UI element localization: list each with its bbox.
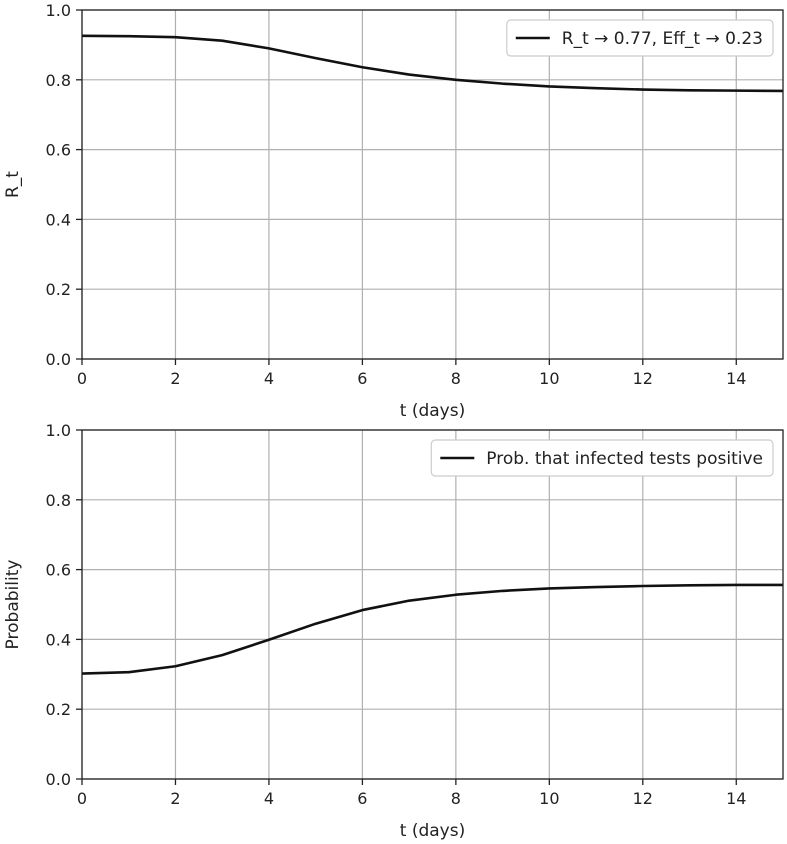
- x-tick-label: 6: [357, 789, 367, 808]
- y-tick-label: 0.6: [46, 141, 71, 160]
- x-tick-label: 4: [264, 369, 274, 388]
- x-tick-label: 12: [633, 789, 653, 808]
- plot-frame: [81, 429, 784, 780]
- x-tick-label: 10: [539, 369, 559, 388]
- x-tick-label: 8: [451, 789, 461, 808]
- x-tick-label: 2: [170, 789, 180, 808]
- x-tick-label: 14: [726, 369, 746, 388]
- x-tick-label: 2: [170, 369, 180, 388]
- x-tick-label: 0: [77, 369, 87, 388]
- y-tick-label: 0.8: [46, 491, 71, 510]
- x-tick-label: 12: [633, 369, 653, 388]
- x-tick-label: 8: [451, 369, 461, 388]
- y-tick-label: 0.4: [46, 630, 71, 649]
- x-tick-label: 10: [539, 789, 559, 808]
- y-axis-label: Probability: [3, 560, 23, 650]
- legend-label: Prob. that infected tests positive: [486, 449, 763, 469]
- x-tick-label: 6: [357, 369, 367, 388]
- legend: Prob. that infected tests positive: [430, 439, 774, 477]
- y-tick-label: 0.0: [46, 350, 71, 369]
- x-tick-label: 14: [726, 789, 746, 808]
- y-axis-label: R_t: [3, 171, 23, 198]
- chart-panel-1: 0 2 4 6 8 10 12 14 0.0 0.2 0.4 0.6 0.8 1.0 t (days) R_t…: [3, 1, 784, 421]
- y-tick-label: 0.8: [46, 71, 71, 90]
- chart-panel-2: 0 2 4 6 8 10 12 14 0.0 0.2 0.4 0.6 0.8 1.0 t (days) Pro…: [3, 421, 784, 841]
- series-line: [81, 34, 784, 93]
- y-tick-label: 0.2: [46, 280, 71, 299]
- plot-frame: [81, 9, 784, 360]
- x-axis-label: t (days): [400, 401, 465, 421]
- legend-box: [506, 19, 774, 57]
- y-tick-label: 0.6: [46, 561, 71, 580]
- series-line: [81, 583, 783, 675]
- legend-box: [430, 439, 774, 477]
- legend-label: R_t → 0.77, Eff_t → 0.23: [562, 29, 763, 49]
- y-tick-label: 0.0: [46, 770, 71, 789]
- y-tick-label: 1.0: [46, 1, 71, 20]
- x-axis-label: t (days): [400, 821, 465, 841]
- x-tick-label: 4: [264, 789, 274, 808]
- y-tick-label: 1.0: [46, 421, 71, 440]
- y-tick-label: 0.4: [46, 210, 71, 229]
- y-tick-label: 0.2: [46, 700, 71, 719]
- x-tick-label: 0: [77, 789, 87, 808]
- legend: R_t → 0.77, Eff_t → 0.23: [506, 19, 774, 57]
